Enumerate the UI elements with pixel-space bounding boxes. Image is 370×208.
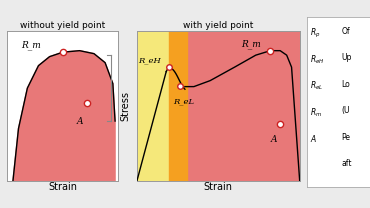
- X-axis label: Strain: Strain: [48, 182, 77, 192]
- Text: R_eH: R_eH: [138, 57, 161, 65]
- Bar: [137, 31, 169, 181]
- Text: A: A: [270, 135, 277, 144]
- Text: Of: Of: [342, 27, 350, 36]
- Text: Stress: Stress: [121, 91, 131, 121]
- Text: $R_m$: $R_m$: [310, 106, 322, 119]
- Text: Pe: Pe: [342, 133, 351, 142]
- X-axis label: Strain: Strain: [204, 182, 233, 192]
- Title: with yield point: with yield point: [183, 21, 253, 30]
- Polygon shape: [13, 51, 115, 181]
- Text: R_m: R_m: [21, 41, 40, 50]
- Text: $R_{eH}$: $R_{eH}$: [310, 53, 325, 66]
- Text: R_m: R_m: [241, 39, 261, 49]
- Bar: [169, 31, 187, 181]
- Title: without yield point: without yield point: [20, 21, 105, 30]
- Text: Lo: Lo: [342, 80, 350, 89]
- Text: Up: Up: [342, 53, 352, 62]
- Text: $A$: $A$: [310, 133, 317, 144]
- Text: A: A: [76, 117, 83, 126]
- Text: $R_p$: $R_p$: [310, 27, 321, 40]
- Text: R_eL: R_eL: [174, 98, 195, 106]
- Text: (U: (U: [342, 106, 350, 115]
- Text: aft: aft: [342, 159, 352, 168]
- Text: $R_{eL}$: $R_{eL}$: [310, 80, 323, 92]
